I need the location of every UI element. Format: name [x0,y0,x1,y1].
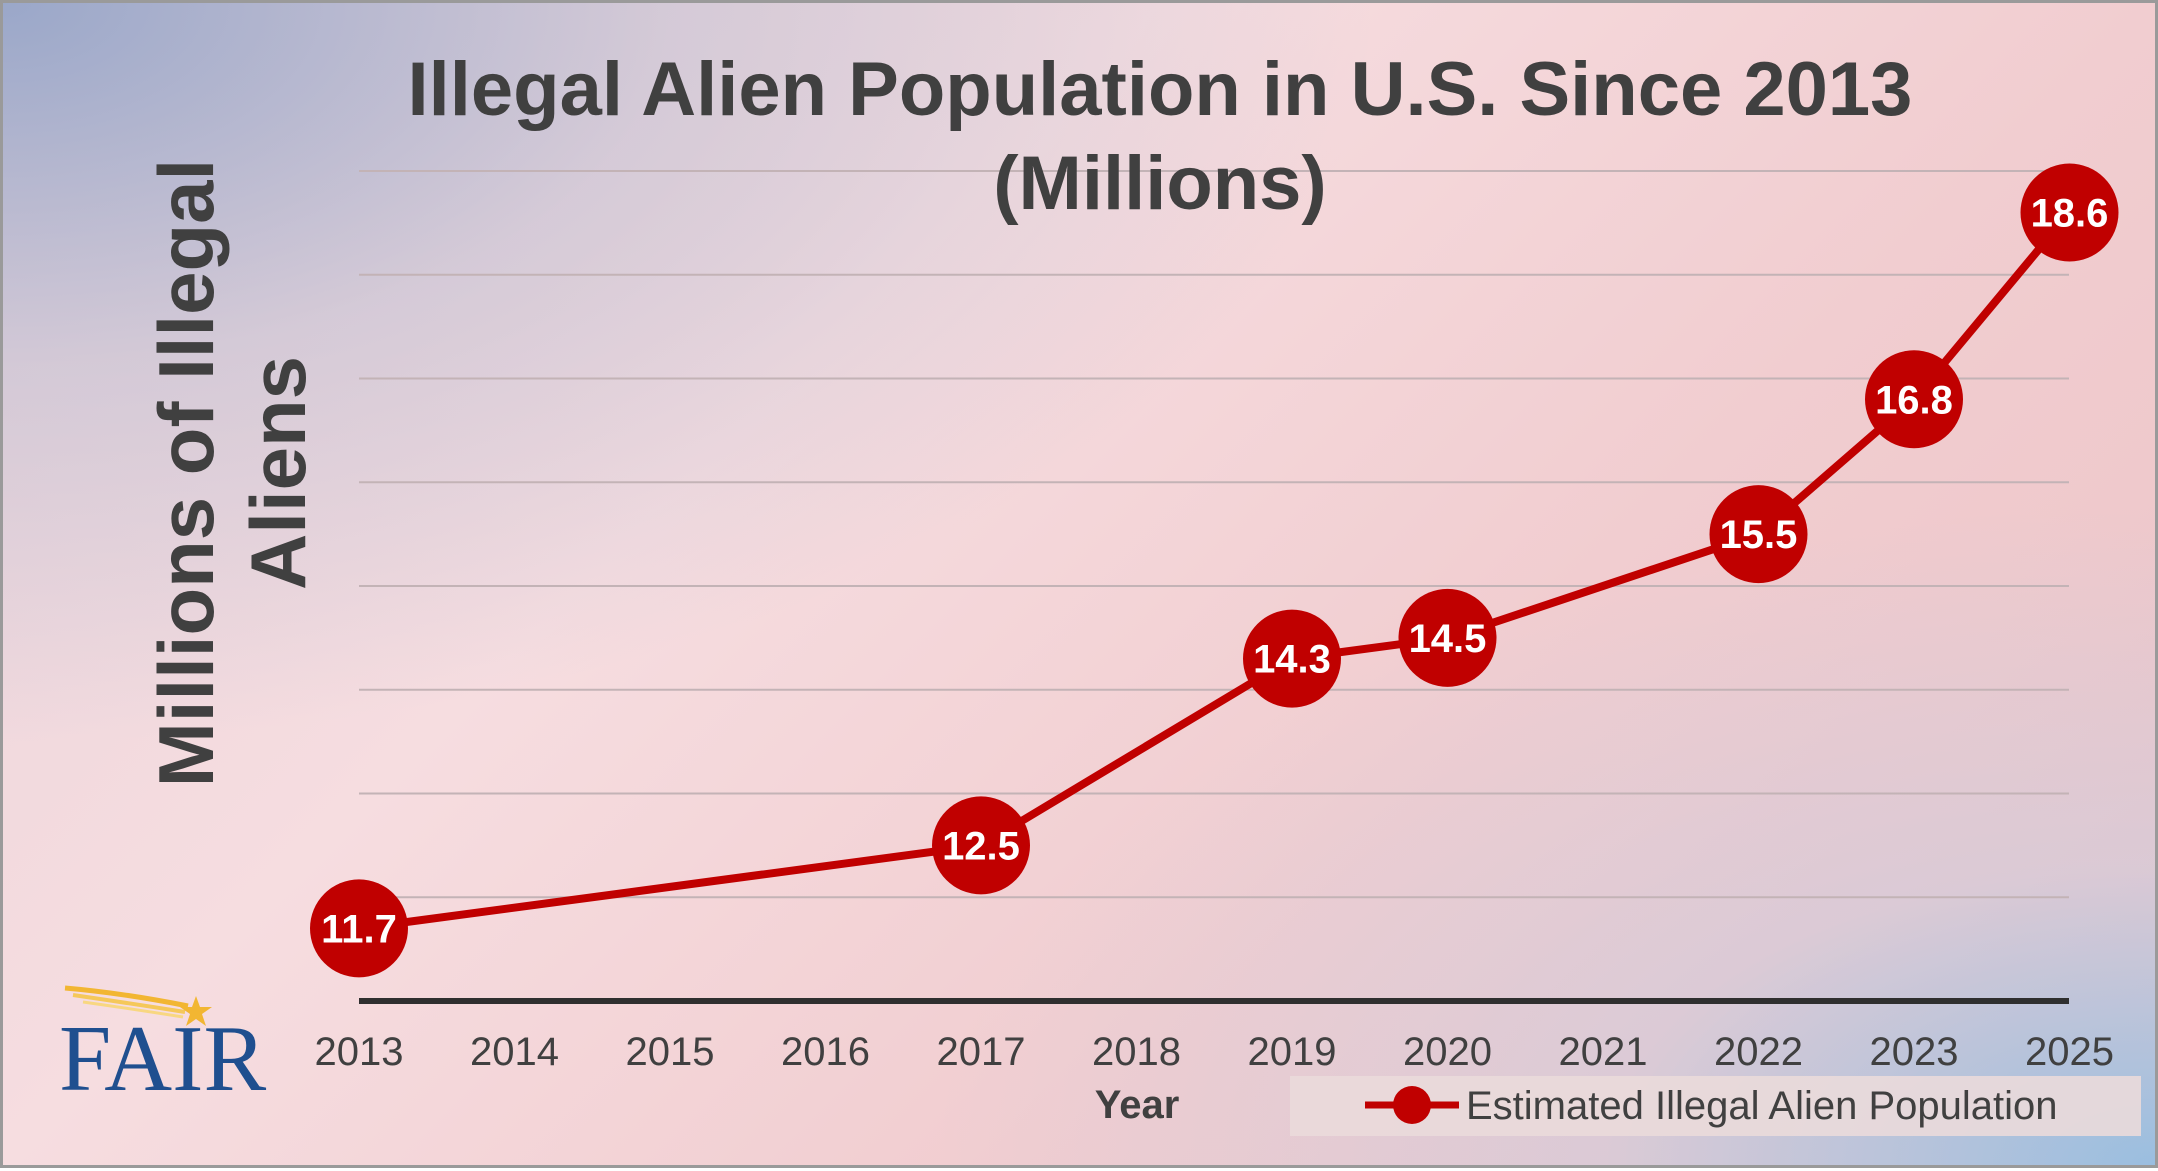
x-tick-label: 2023 [1870,1030,1959,1074]
data-point-marker [1398,588,1497,687]
series: 11.7 12.5 14.3 14.5 15.5 16.8 18.6 [310,163,2119,978]
x-tick-label: 2020 [1403,1030,1492,1074]
data-label: 15.5 [1720,513,1798,557]
data-point-marker [310,879,408,978]
series-line [358,209,2073,933]
data-point-marker [2020,163,2119,262]
x-tick-label: 2018 [1092,1030,1181,1074]
y-axis-label-line2: Aliens [234,356,322,590]
x-tick-label: 2015 [626,1030,715,1074]
data-point-marker [1709,485,1808,584]
x-tick-label: 2025 [2025,1030,2114,1074]
data-label: 18.6 [2031,192,2109,236]
data-label: 11.7 [321,907,397,951]
x-tick-label: 2022 [1714,1030,1803,1074]
chart-title-line1: Illegal Alien Population in U.S. Since 2… [408,47,1913,132]
logo-text: FAIR [59,1007,266,1111]
x-tick-label: 2013 [315,1030,404,1074]
x-tick-label: 2019 [1248,1030,1337,1074]
data-point-marker [1243,609,1341,708]
data-label: 12.5 [942,824,1020,868]
data-label: 16.8 [1875,378,1953,422]
legend: Estimated Illegal Alien Population [1290,1076,2141,1136]
chart-title-line2: (Millions) [993,141,1327,226]
x-tick-labels: 2013 2014 2015 2016 2017 2018 2019 2020 2021 2022… [315,1030,2114,1074]
line-chart: Illegal Alien Population in U.S. Since 2… [59,47,2141,1136]
shooting-star-icon [64,985,212,1026]
data-point-marker [1865,350,1963,449]
data-label: 14.3 [1253,638,1331,682]
x-tick-label: 2017 [937,1030,1026,1074]
legend-marker-sample [1393,1086,1431,1124]
data-point-marker [932,796,1030,895]
y-axis-label: Millions of Illegal Aliens [142,159,322,787]
x-axis-label: Year [1095,1083,1180,1127]
x-tick-label: 2016 [781,1030,870,1074]
y-axis-label-line1: Millions of Illegal [142,159,230,787]
data-label: 14.5 [1409,617,1487,661]
x-tick-label: 2021 [1559,1030,1648,1074]
fair-logo: FAIR [59,985,266,1111]
legend-label: Estimated Illegal Alien Population [1466,1084,2057,1128]
gridlines [359,170,2069,899]
x-tick-label: 2014 [470,1030,559,1074]
